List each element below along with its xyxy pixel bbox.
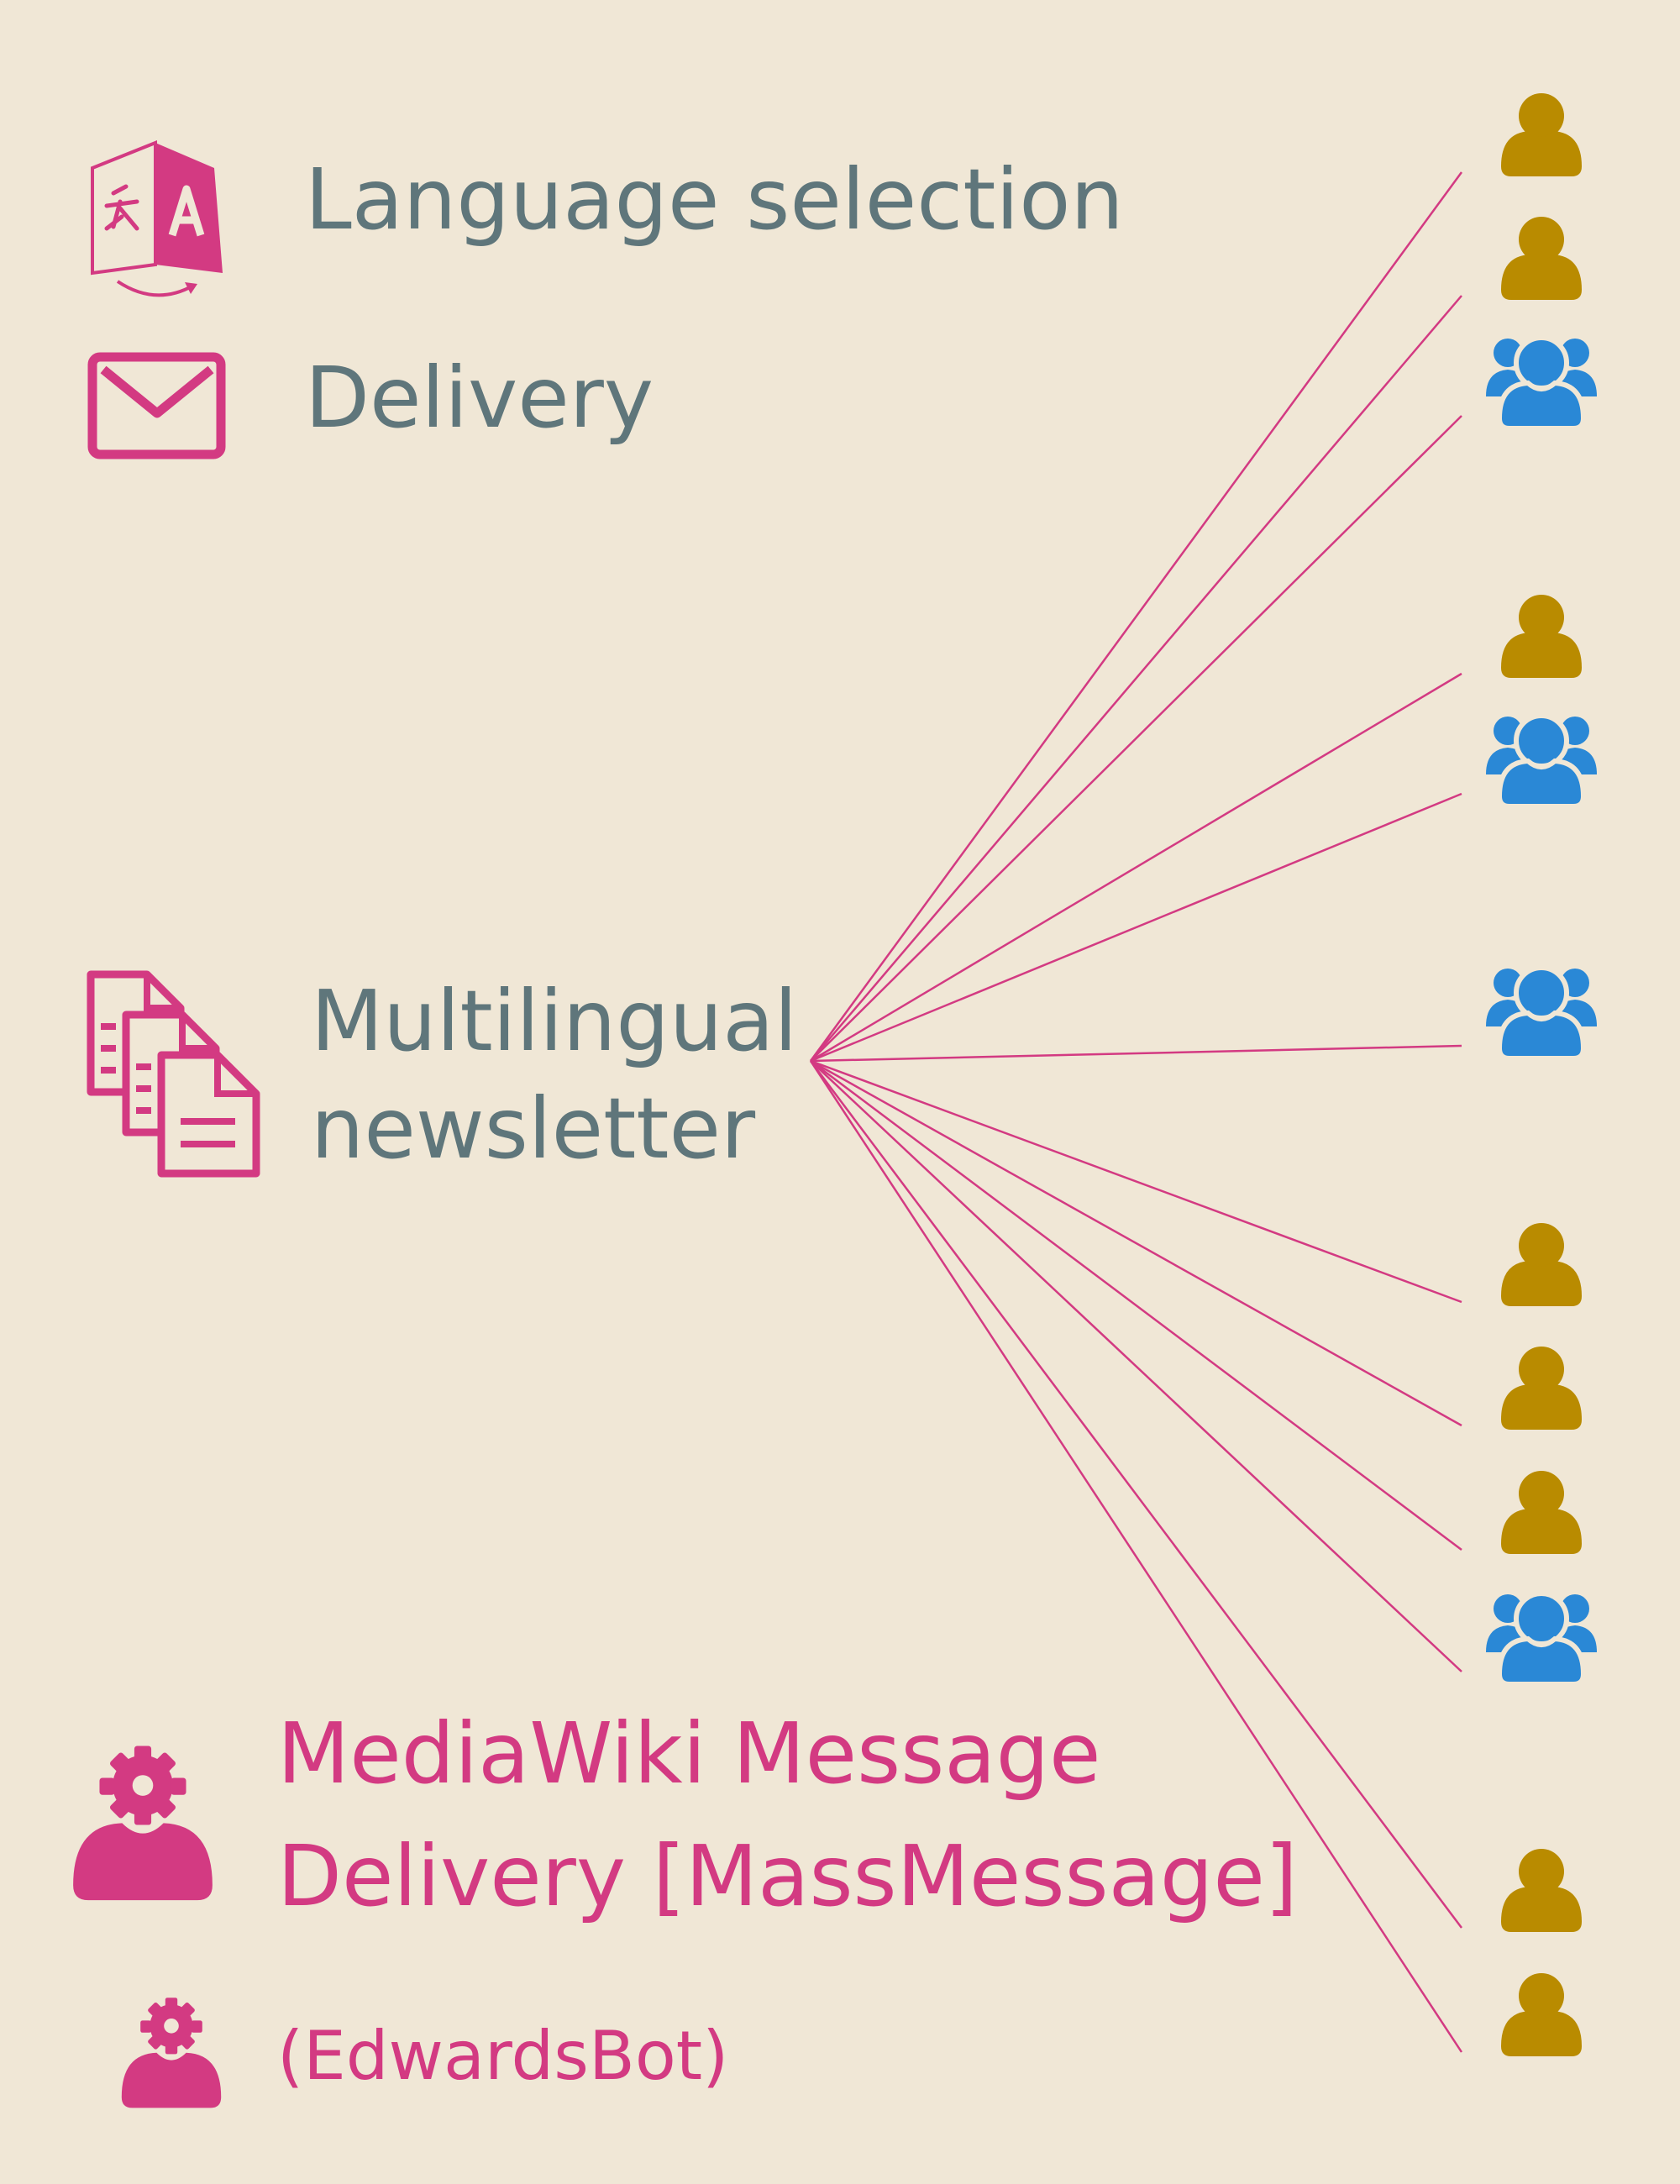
delivery-line: [810, 1060, 1462, 1929]
language-selection-label: Language selection: [305, 150, 1124, 249]
legend-delivery: Delivery: [87, 349, 654, 459]
bot-label-line1: MediaWiki Message: [277, 1704, 1101, 1803]
user-icon: [1501, 595, 1582, 678]
delivery-line: [810, 1060, 1462, 1551]
user-icon: [1501, 1347, 1582, 1430]
user-icon: [1501, 1849, 1582, 1932]
user-icon: [1501, 93, 1582, 176]
documents-icon: [87, 970, 260, 1178]
delivery-line: [810, 1060, 1462, 1672]
translate-icon: [91, 140, 223, 297]
delivery-line: [810, 1059, 1462, 1427]
delivery-lines: [809, 171, 1463, 2053]
user-group-icon: [1486, 713, 1597, 809]
user-group-icon: [1486, 965, 1597, 1061]
delivery-line: [810, 792, 1462, 1063]
delivery-line: [810, 415, 1462, 1062]
delivery-line: [810, 1044, 1462, 1063]
bot-user-icon: [73, 1746, 213, 1901]
delivery-line: [809, 171, 1463, 1062]
newsletter-label-line2: newsletter: [311, 1079, 756, 1178]
bot-section: MediaWiki Message Delivery [MassMessage]…: [73, 1704, 1298, 2108]
user-icon: [1501, 1471, 1582, 1554]
bot-label-line2: Delivery [MassMessage]: [277, 1827, 1298, 1925]
user-icon: [1501, 1223, 1582, 1306]
delivery-line: [810, 295, 1462, 1062]
delivery-line: [809, 1060, 1463, 2053]
bot-alias-icon: [121, 1998, 222, 2108]
user-icon: [1501, 217, 1582, 300]
newsletter-label-line1: Multilingual: [311, 972, 797, 1070]
delivery-label: Delivery: [305, 349, 654, 447]
delivery-line: [810, 1059, 1462, 1304]
recipients-column: [1486, 93, 1597, 2056]
envelope-icon: [87, 352, 226, 459]
bot-alias-label: (EdwardsBot): [277, 2017, 728, 2095]
delivery-line: [810, 672, 1462, 1063]
user-group-icon: [1486, 335, 1597, 431]
user-icon: [1501, 1973, 1582, 2056]
user-group-icon: [1486, 1591, 1597, 1687]
legend-language-selection: Language selection: [91, 140, 1124, 297]
newsletter-source: Multilingual newsletter: [87, 970, 797, 1178]
